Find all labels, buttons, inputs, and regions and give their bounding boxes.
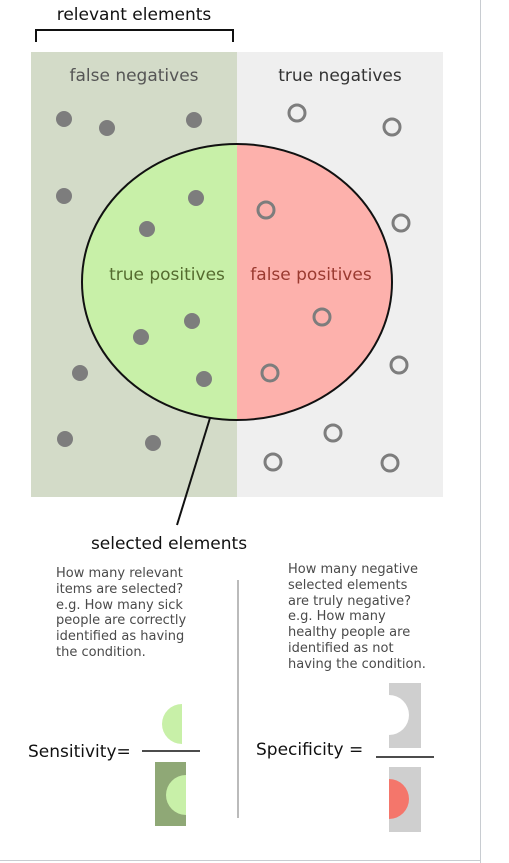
sensitivity-description: How many relevant items are selected? e.… bbox=[56, 566, 187, 660]
irrelevant-dot bbox=[391, 213, 411, 233]
relevant-dot bbox=[186, 112, 202, 128]
page-bottom-border bbox=[0, 860, 481, 861]
irrelevant-dot bbox=[382, 117, 402, 137]
relevant-dot bbox=[133, 329, 149, 345]
relevant-dot bbox=[145, 435, 161, 451]
irrelevant-dots bbox=[256, 103, 411, 473]
irrelevant-dot bbox=[263, 452, 283, 472]
false-positives-label: false positives bbox=[250, 265, 372, 285]
specificity-denominator-half-disc-icon bbox=[389, 779, 409, 819]
irrelevant-dot bbox=[380, 453, 400, 473]
page-right-border bbox=[480, 0, 481, 863]
relevant-dot bbox=[196, 371, 212, 387]
sensitivity-denominator-half-disc-icon bbox=[166, 775, 186, 815]
relevant-elements-label: relevant elements bbox=[57, 5, 212, 25]
relevant-bracket bbox=[35, 29, 234, 42]
sensitivity-label: Sensitivity= bbox=[28, 742, 131, 762]
false-negatives-label: false negatives bbox=[69, 66, 198, 86]
relevant-dots bbox=[56, 111, 212, 451]
false-positives-region bbox=[237, 144, 392, 420]
true-negatives-label: true negatives bbox=[278, 66, 402, 86]
true-positives-label: true positives bbox=[109, 265, 225, 285]
relevant-dot bbox=[188, 190, 204, 206]
relevant-dot bbox=[139, 221, 155, 237]
specificity-description: How many negative selected elements are … bbox=[288, 562, 426, 672]
selected-elements-label: selected elements bbox=[91, 534, 247, 554]
irrelevant-dot bbox=[312, 307, 332, 327]
true-positives-region bbox=[82, 144, 237, 420]
relevant-dot bbox=[99, 120, 115, 136]
relevant-dot bbox=[184, 313, 200, 329]
irrelevant-dot bbox=[323, 423, 343, 443]
relevant-dot bbox=[56, 188, 72, 204]
sensitivity-numerator-half-disc-icon bbox=[162, 704, 182, 744]
irrelevant-dot bbox=[389, 355, 409, 375]
relevant-dot bbox=[57, 431, 73, 447]
relevant-dot bbox=[72, 365, 88, 381]
irrelevant-dot bbox=[260, 363, 280, 383]
selected-elements-outline bbox=[81, 143, 393, 421]
relevant-dot bbox=[56, 111, 72, 127]
irrelevant-dot bbox=[256, 200, 276, 220]
specificity-numerator-half-disc-icon bbox=[389, 695, 409, 735]
irrelevant-dot bbox=[287, 103, 307, 123]
selected-pointer-line bbox=[176, 417, 211, 526]
specificity-label: Specificity = bbox=[256, 740, 363, 760]
